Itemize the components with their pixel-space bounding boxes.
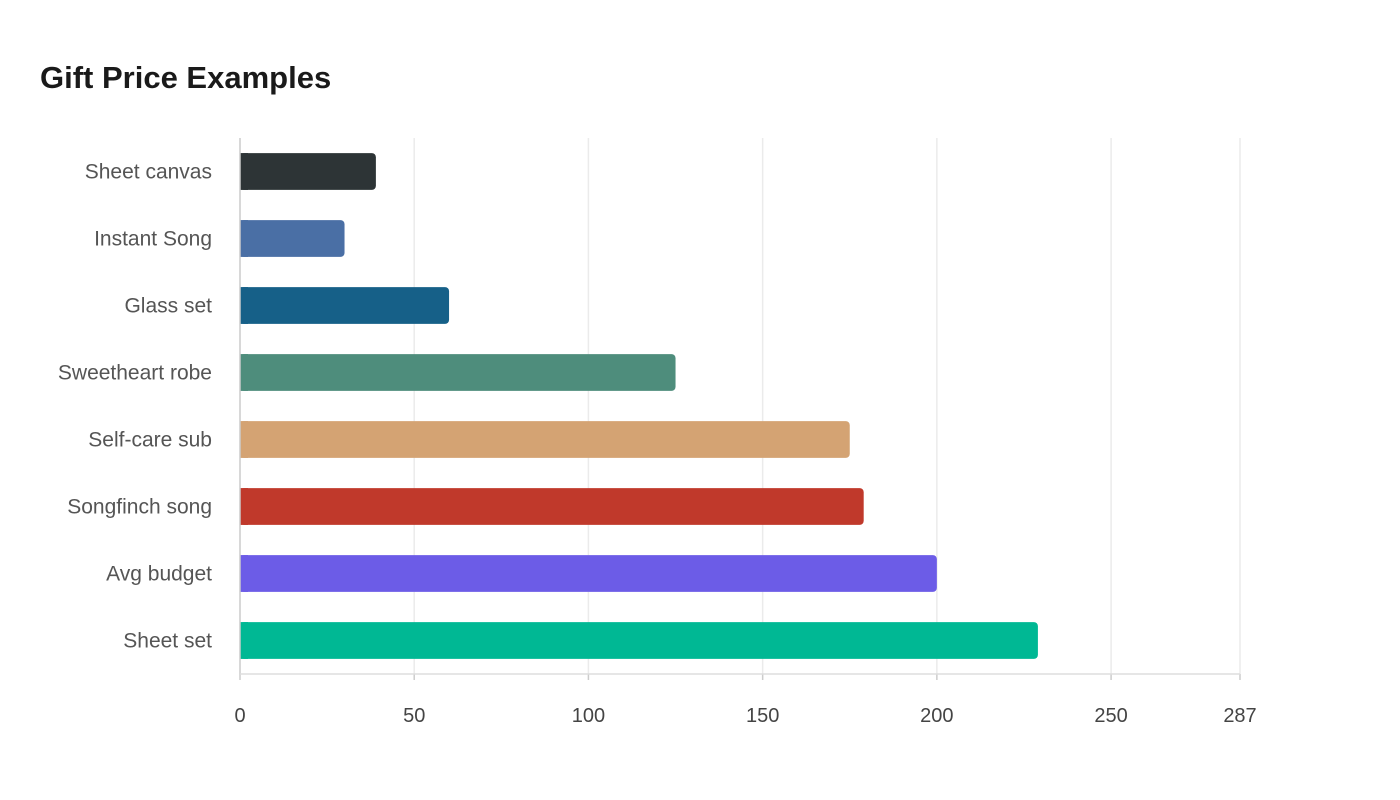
category-label: Avg budget — [106, 563, 212, 586]
bars: 39 30 60 125 175 179 200 229 — [240, 153, 1073, 659]
bar[interactable] — [240, 220, 345, 257]
category-label: Glass set — [124, 295, 212, 318]
bar-base — [240, 287, 248, 324]
bar-base — [240, 354, 248, 391]
value-label: 229 — [1040, 631, 1073, 653]
bar[interactable] — [240, 153, 376, 190]
bar-base — [240, 220, 248, 257]
value-label: 175 — [852, 430, 885, 452]
category-label: Sheet set — [123, 630, 212, 653]
gridlines — [413, 138, 1241, 674]
bar-base — [240, 421, 248, 458]
bar[interactable] — [240, 354, 676, 391]
bar[interactable] — [240, 287, 450, 324]
tick-label-x: 250 — [1094, 705, 1127, 727]
bar-base — [240, 153, 248, 190]
category-label: Instant Song — [94, 228, 212, 251]
bar-base — [240, 622, 248, 659]
value-label: 30 — [347, 229, 369, 251]
value-label: 39 — [378, 162, 400, 184]
bar[interactable] — [240, 421, 850, 458]
value-label: 60 — [451, 296, 473, 318]
tick-label-x: 100 — [572, 705, 605, 727]
tick-label-x: 150 — [746, 705, 779, 727]
value-label: 179 — [866, 497, 899, 519]
tick-label-x: 50 — [403, 705, 425, 727]
value-label: 125 — [678, 363, 711, 385]
tick-label-x: 200 — [920, 705, 953, 727]
category-label: Sweetheart robe — [58, 362, 212, 385]
bar[interactable] — [240, 555, 937, 592]
category-label: Sheet canvas — [85, 161, 212, 184]
chart-title: Gift Price Examples — [40, 60, 332, 95]
value-label: 200 — [939, 564, 972, 586]
tick-label-x: 0 — [234, 705, 245, 727]
bar-base — [240, 555, 248, 592]
category-label: Songfinch song — [67, 496, 212, 519]
axes: 0 50 100 150 200 250 287 Sheet canvas Instant So… — [58, 138, 1257, 727]
bar[interactable] — [240, 622, 1038, 659]
bar-base — [240, 488, 248, 525]
bar[interactable] — [240, 488, 864, 525]
tick-label-x: 287 — [1223, 705, 1256, 727]
category-label: Self-care sub — [88, 429, 212, 452]
